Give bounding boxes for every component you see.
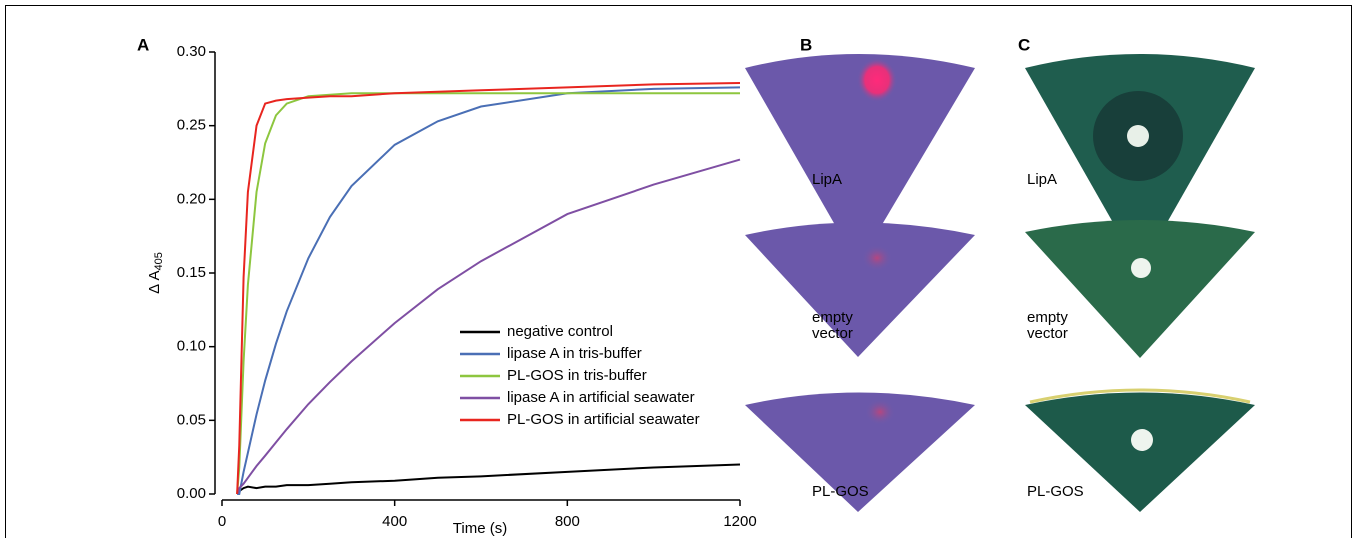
- panel-label: C: [1018, 35, 1030, 54]
- data-line: [236, 158, 741, 495]
- halo: [865, 399, 895, 425]
- x-tick-label: 800: [555, 513, 580, 530]
- data-line: [237, 86, 741, 495]
- panel-label: A: [137, 35, 149, 54]
- panel-label: B: [800, 35, 812, 54]
- sample-label: vector: [1027, 325, 1068, 342]
- x-tick-label: 1200: [723, 513, 756, 530]
- y-tick-label: 0.20: [177, 190, 206, 207]
- x-axis-label: Time (s): [453, 520, 507, 537]
- sample-label: empty: [1027, 309, 1068, 326]
- halo: [857, 58, 897, 102]
- plate-wedge: [745, 54, 975, 265]
- data-line: [236, 81, 741, 495]
- sample-label: PL-GOS: [1027, 483, 1084, 500]
- sample-label: empty: [812, 309, 853, 326]
- y-tick-label: 0.05: [177, 411, 206, 428]
- sample-label: LipA: [812, 171, 842, 188]
- y-tick-label: 0.15: [177, 264, 206, 281]
- y-tick-label: 0.25: [177, 117, 206, 134]
- y-axis-label-sub: 405: [153, 252, 165, 270]
- y-axis-label: Δ A405: [146, 252, 165, 294]
- sample-label: vector: [812, 325, 853, 342]
- plate-wedge: [1025, 220, 1255, 358]
- x-tick-label: 400: [382, 513, 407, 530]
- y-tick-label: 0.30: [177, 43, 206, 60]
- y-tick-label: 0.10: [177, 338, 206, 355]
- legend-label: lipase A in tris-buffer: [507, 345, 642, 362]
- plate-wedge: [1025, 392, 1255, 512]
- legend-label: negative control: [507, 323, 613, 340]
- colony: [1131, 429, 1153, 451]
- figure-frame: [5, 5, 1352, 538]
- legend-label: PL-GOS in tris-buffer: [507, 367, 647, 384]
- plate-wedge: [745, 392, 975, 512]
- sample-label: PL-GOS: [812, 483, 869, 500]
- plate-images-b: [745, 54, 975, 512]
- data-line: [236, 463, 741, 495]
- plate-images-c: [1025, 54, 1255, 512]
- legend-label: PL-GOS in artificial seawater: [507, 411, 700, 428]
- data-line: [236, 92, 740, 495]
- colony: [1131, 258, 1151, 278]
- y-tick-label: 0.00: [177, 485, 206, 502]
- halo: [862, 245, 892, 271]
- legend-label: lipase A in artificial seawater: [507, 389, 695, 406]
- colony: [1127, 125, 1149, 147]
- y-axis-label-main: Δ A: [146, 270, 163, 293]
- plate-rim: [1029, 388, 1251, 404]
- sample-label: LipA: [1027, 171, 1057, 188]
- plate-wedge: [745, 222, 975, 357]
- x-tick-label: 0: [218, 513, 226, 530]
